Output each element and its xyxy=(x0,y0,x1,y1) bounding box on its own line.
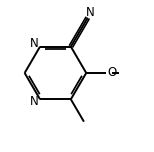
Text: N: N xyxy=(30,95,39,108)
Text: N: N xyxy=(30,37,39,50)
Text: N: N xyxy=(86,6,95,19)
Text: O: O xyxy=(108,66,117,79)
